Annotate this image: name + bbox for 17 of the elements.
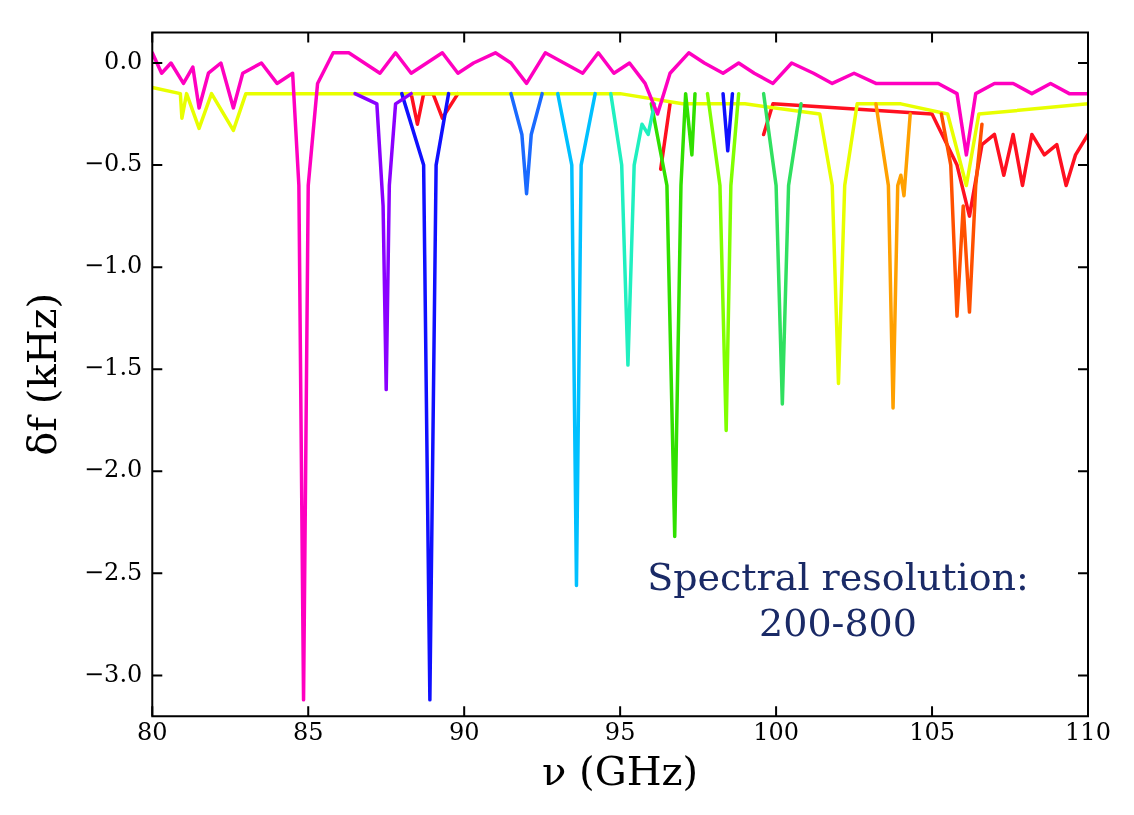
x-tick-label: 90 [448, 717, 480, 746]
x-tick-label: 100 [753, 717, 799, 746]
y-tick-label: −1.0 [84, 251, 143, 280]
y-tick-label: −2.0 [84, 455, 143, 484]
x-tick-label: 95 [604, 717, 636, 746]
x-tick-label: 105 [909, 717, 955, 746]
y-tick-label: 0.0 [104, 47, 143, 76]
y-tick-label: −1.5 [84, 353, 143, 382]
x-tick-label: 85 [292, 717, 324, 746]
y-tick-label: −3.0 [84, 659, 143, 688]
x-tick-label: 80 [137, 717, 168, 746]
y-tick-label: −0.5 [84, 149, 143, 178]
y-tick-label: −2.5 [84, 557, 143, 586]
x-tick-label: 110 [1065, 717, 1111, 746]
annotation: Spectral resolution: 200-800 [647, 555, 1029, 646]
x-axis-title: ν (GHz) [542, 748, 699, 795]
y-axis-title: δf (kHz) [19, 292, 66, 456]
